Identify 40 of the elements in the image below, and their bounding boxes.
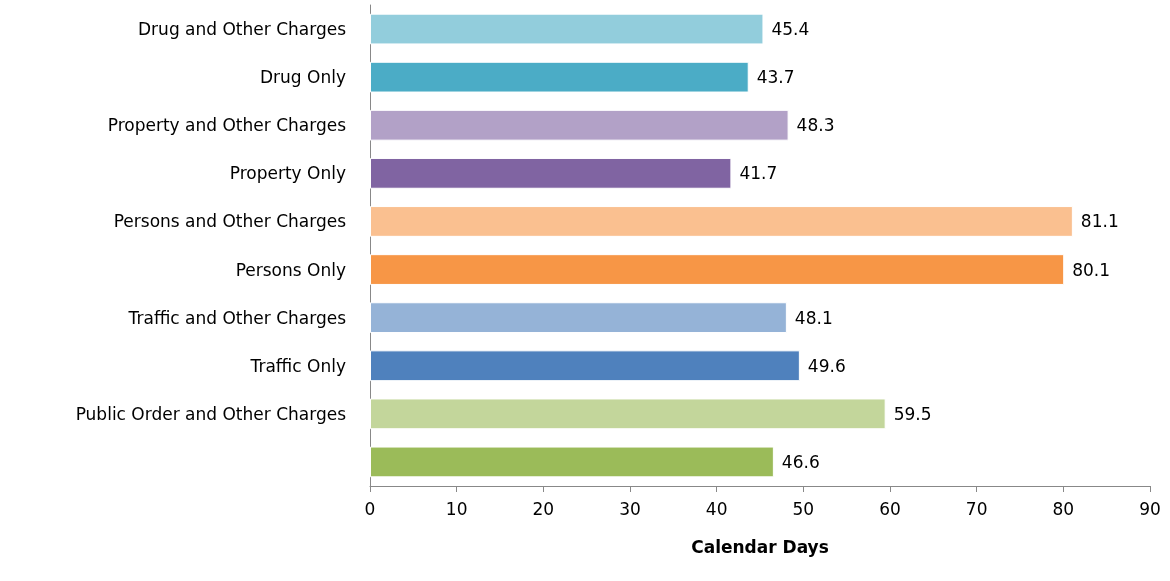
data-label: 48.3 — [796, 115, 835, 136]
x-tick-label: 80 — [1052, 498, 1075, 519]
bar — [370, 446, 774, 478]
data-label: 46.6 — [781, 451, 820, 472]
data-label: 49.6 — [807, 355, 846, 376]
x-tick-label: 20 — [532, 498, 555, 519]
bar — [370, 61, 749, 93]
data-label: 43.7 — [756, 67, 795, 88]
bar — [370, 13, 764, 45]
x-tick-label: 30 — [619, 498, 641, 519]
y-tick-label: Traffic and Other Charges — [127, 307, 347, 328]
bar — [370, 206, 1073, 237]
y-tick-label: Traffic Only — [249, 355, 346, 376]
bar — [370, 302, 787, 334]
y-tick-label: Drug and Other Charges — [138, 19, 347, 40]
x-tick-label: 70 — [965, 498, 988, 519]
x-tick-label: 40 — [705, 498, 728, 519]
bar — [370, 254, 1065, 285]
y-tick-label: Public Order and Other Charges — [75, 403, 347, 424]
bar — [370, 157, 732, 189]
y-tick-label: Drug Only — [260, 67, 346, 88]
y-tick-label: Property and Other Charges — [107, 115, 347, 136]
x-tick-label: 10 — [445, 498, 468, 519]
y-tick-label: Persons and Other Charges — [113, 211, 347, 232]
data-label: 81.1 — [1080, 211, 1119, 232]
x-tick-label: 60 — [879, 498, 901, 519]
y-tick-label: Persons Only — [235, 259, 346, 280]
x-tick-label: 50 — [792, 498, 815, 519]
data-label: 80.1 — [1072, 259, 1111, 280]
bar — [370, 109, 789, 141]
data-label: 59.5 — [893, 403, 932, 424]
data-label: 41.7 — [739, 163, 778, 184]
data-label: 48.1 — [794, 307, 833, 328]
bar — [370, 350, 800, 382]
y-tick-label: Property Only — [229, 163, 346, 184]
data-label: 45.4 — [771, 19, 810, 40]
x-axis-title: Calendar Days — [691, 536, 829, 557]
x-tick-label: 90 — [1139, 498, 1161, 519]
x-tick-label: 0 — [364, 498, 376, 519]
bar — [370, 398, 886, 430]
